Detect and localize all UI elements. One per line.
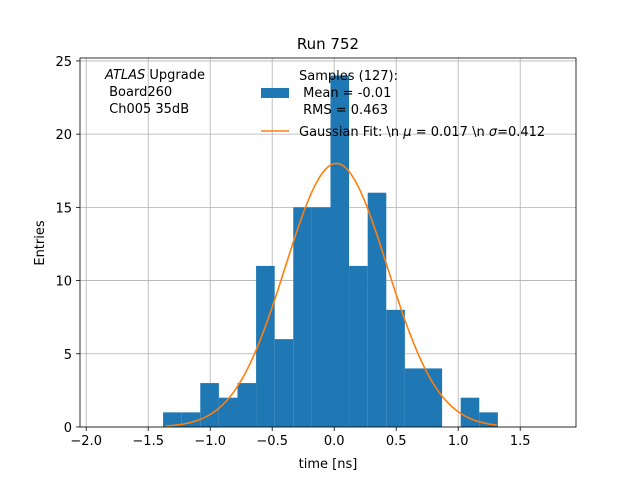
histogram-bar: [367, 192, 387, 427]
legend-gaussian-mu: μ: [402, 125, 411, 140]
histogram-bar: [349, 265, 368, 427]
legend-gaussian-mid: = 0.017 \n: [412, 125, 489, 140]
annotation-line-2: Board260: [105, 85, 172, 100]
chart-title: Run 752: [297, 35, 359, 53]
legend-gaussian-suffix: =0.412: [497, 125, 545, 140]
y-axis-ticks: 0 5 10 15 20 25: [55, 55, 80, 436]
histogram-bar: [218, 397, 238, 427]
legend-samples-swatch: [261, 88, 289, 98]
histogram-bar: [423, 368, 443, 427]
x-tick-label: −1.5: [132, 434, 164, 449]
legend-gaussian-sigma: σ: [489, 125, 498, 140]
upgrade-label: Upgrade: [145, 68, 205, 83]
y-axis-label: Entries: [33, 220, 48, 266]
histogram-bar: [237, 383, 257, 427]
y-tick-label: 5: [64, 348, 72, 363]
legend-gaussian-label: Gaussian Fit: \n μ = 0.017 \n σ=0.412: [299, 125, 545, 140]
histogram-bar: [460, 397, 480, 427]
x-tick-label: −2.0: [70, 434, 102, 449]
histogram-bar: [200, 383, 219, 427]
histogram-bar: [256, 265, 275, 427]
x-tick-label: −0.5: [256, 434, 288, 449]
x-tick-label: 1.5: [510, 434, 531, 449]
annotation-line-1: ATLAS Upgrade: [104, 68, 205, 83]
y-tick-label: 25: [55, 55, 72, 70]
x-tick-label: 0.0: [324, 434, 345, 449]
gaussian-fit-line: [165, 162, 497, 427]
histogram-bar: [293, 207, 312, 427]
x-axis-label: time [ns]: [299, 457, 358, 472]
annotation-line-3: Ch005 35dB: [105, 102, 189, 117]
legend-samples-line-2: Mean = -0.01: [299, 86, 391, 101]
histogram-bar: [163, 412, 182, 427]
x-tick-label: −1.0: [194, 434, 226, 449]
plot-area: [79, 57, 577, 428]
histogram-bar: [311, 207, 331, 427]
legend: Samples (127): Mean = -0.01 RMS = 0.463 …: [261, 69, 545, 140]
x-axis-ticks: −2.0 −1.5 −1.0 −0.5 0.0 0.5 1.0 1.5: [70, 427, 531, 449]
histogram-bar: [274, 339, 294, 427]
histogram-bar: [404, 368, 424, 427]
x-tick-label: 0.5: [386, 434, 407, 449]
legend-samples-line-3: RMS = 0.463: [299, 103, 388, 118]
y-tick-label: 10: [55, 275, 72, 290]
histogram-bar: [386, 309, 405, 427]
legend-gaussian-prefix: Gaussian Fit: \n: [299, 125, 403, 140]
atlas-label: ATLAS: [104, 68, 145, 83]
x-tick-label: 1.0: [448, 434, 469, 449]
legend-samples-line-1: Samples (127):: [299, 69, 398, 84]
y-tick-label: 15: [55, 201, 72, 216]
y-tick-label: 0: [64, 421, 72, 436]
y-tick-label: 20: [55, 128, 72, 143]
axes-frame: [79, 57, 577, 428]
atlas-annotation: ATLAS Upgrade Board260 Ch005 35dB: [104, 68, 205, 117]
